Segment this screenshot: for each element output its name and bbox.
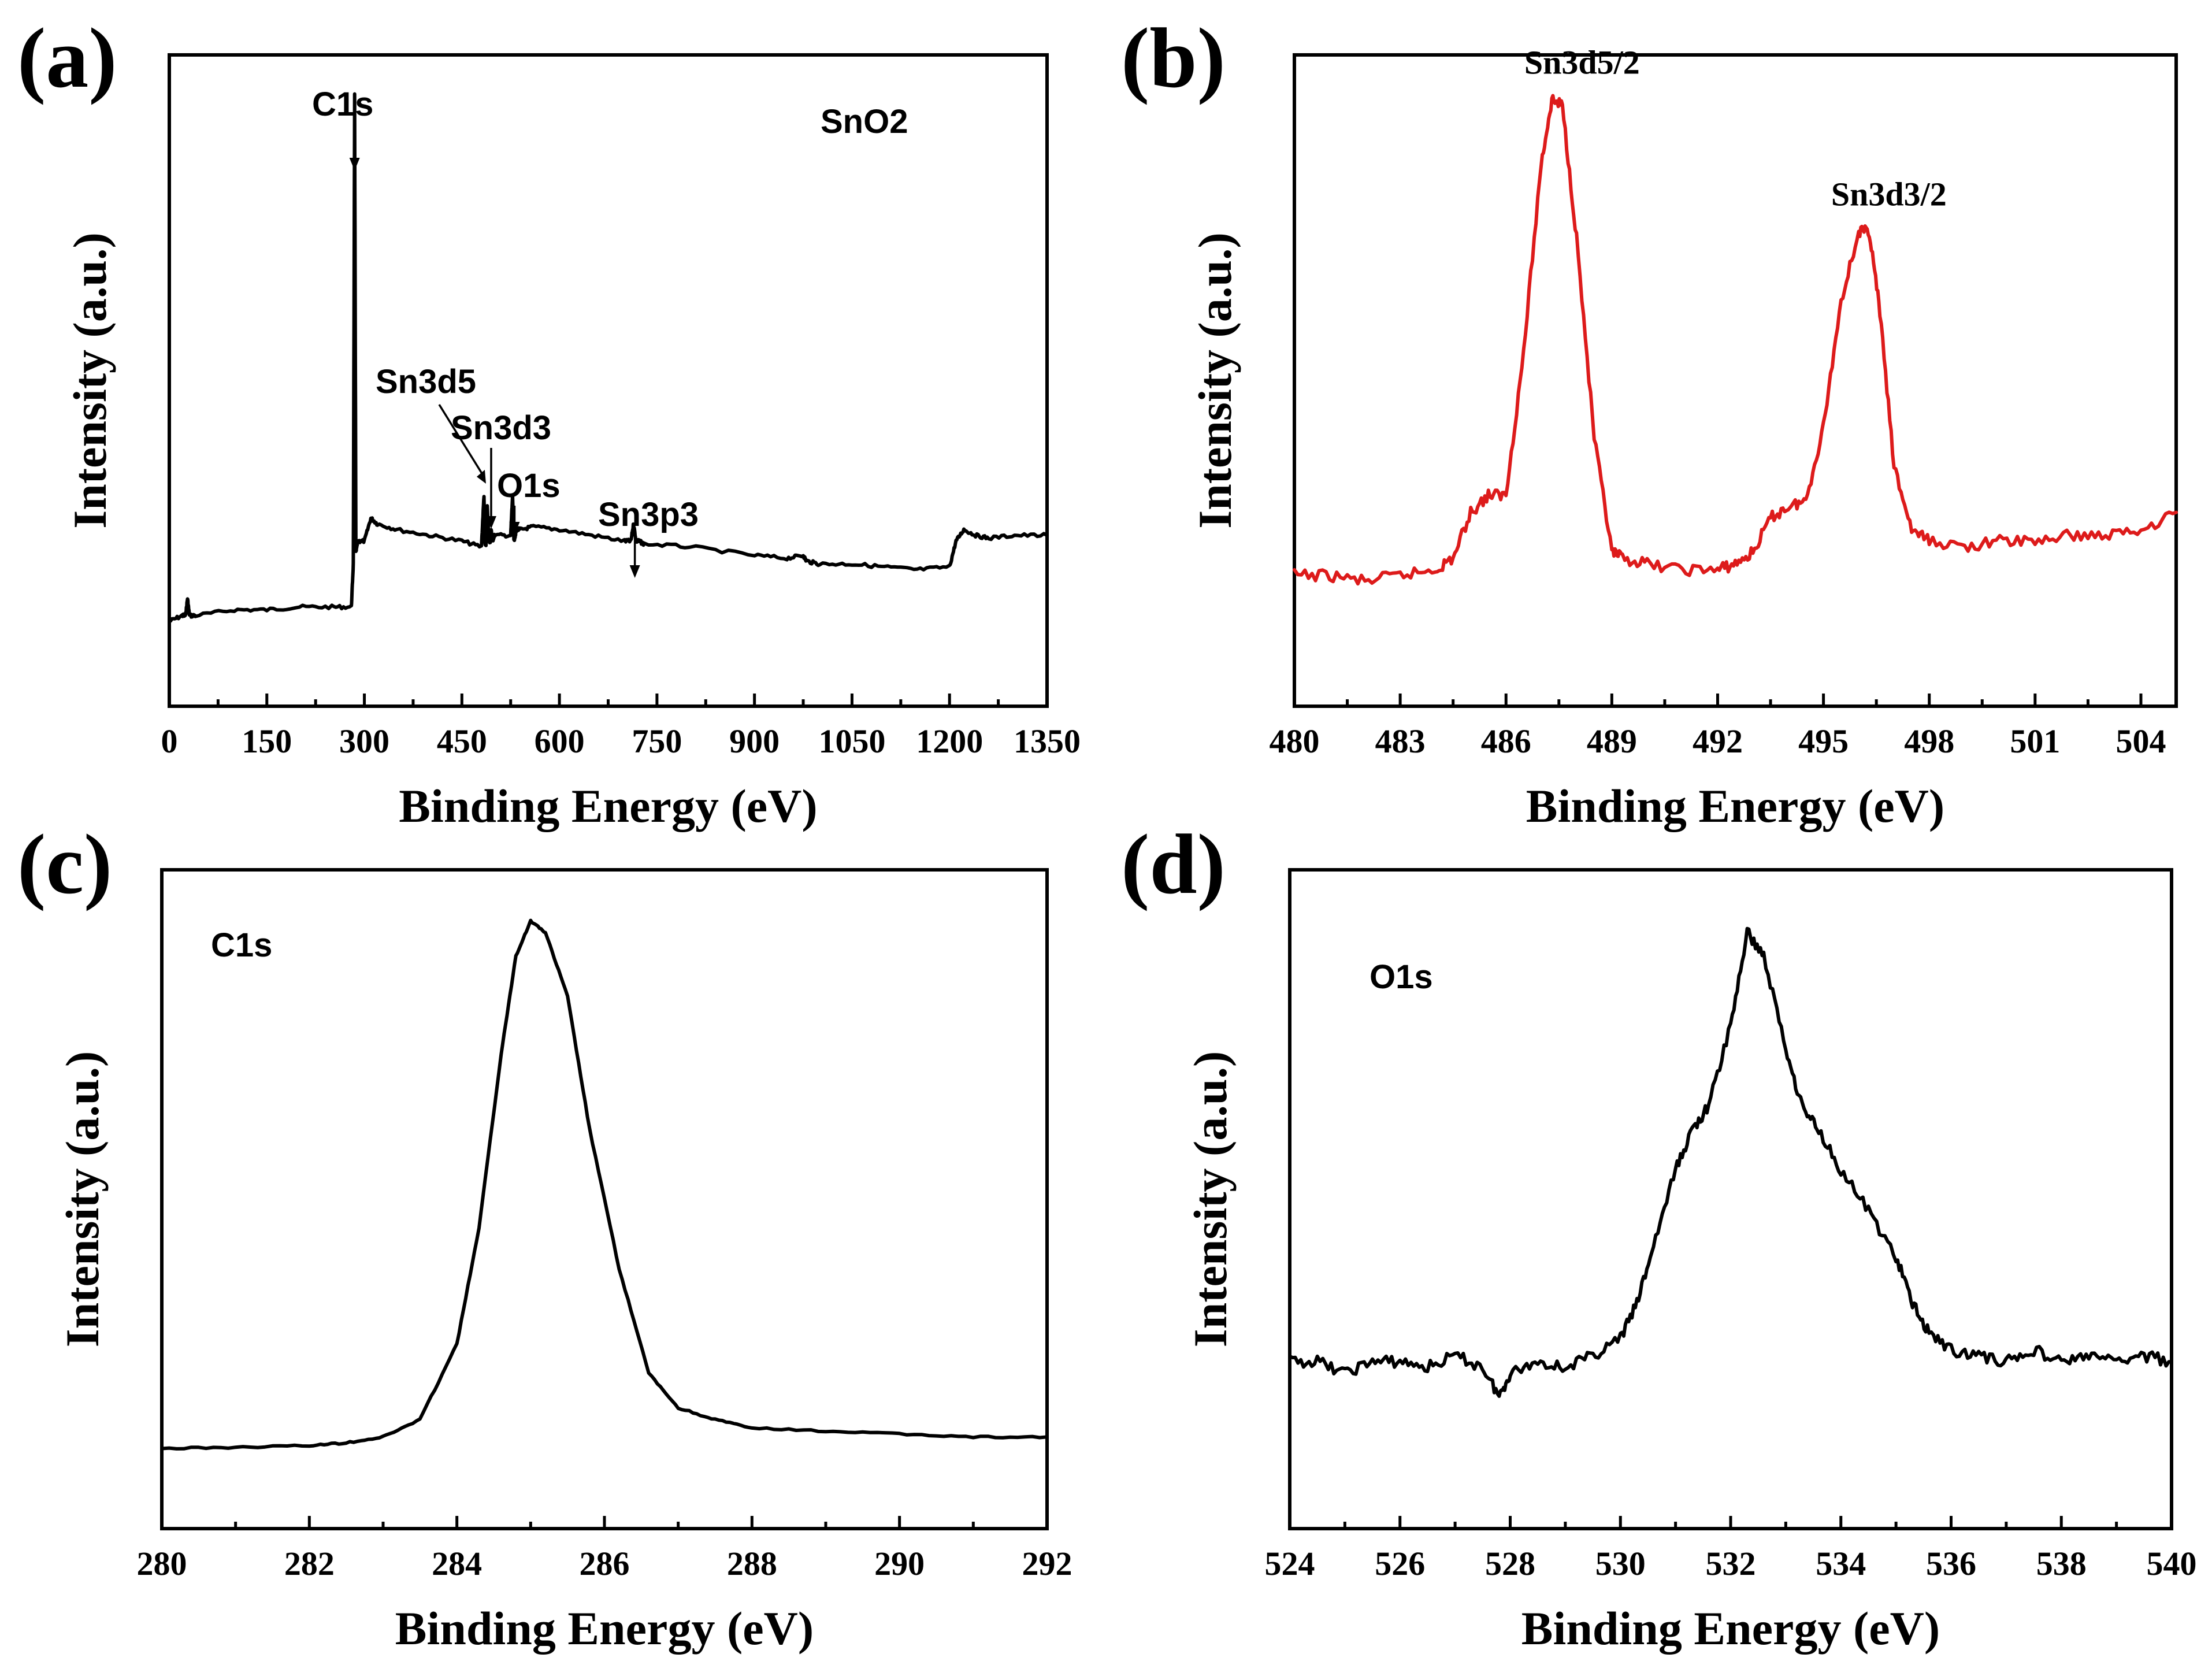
y-axis-title: Intensity (a.u.) xyxy=(1184,1051,1237,1348)
x-tick-label: 486 xyxy=(1481,722,1531,760)
x-tick-label: 495 xyxy=(1798,722,1849,760)
series-line xyxy=(160,918,1049,1451)
x-tick-label: 284 xyxy=(432,1545,482,1582)
x-tick-label: 498 xyxy=(1904,722,1954,760)
sample-label: O1s xyxy=(1369,958,1433,996)
peak-arrow-head xyxy=(509,522,520,535)
peak-label: Sn3d5 xyxy=(376,363,476,401)
peak-arrow-head xyxy=(485,516,496,529)
x-tick-label: 1050 xyxy=(818,722,885,760)
panel-label: (b) xyxy=(1121,11,1226,106)
x-tick-label: 750 xyxy=(632,722,682,760)
peak-label: Sn3d3/2 xyxy=(1831,176,1947,213)
x-tick-label: 600 xyxy=(535,722,585,760)
peak-label: Sn3d5/2 xyxy=(1524,44,1640,81)
x-tick-label: 489 xyxy=(1587,722,1637,760)
peak-arrow-head xyxy=(476,469,486,484)
x-tick-label: 536 xyxy=(1926,1545,1976,1582)
x-tick-label: 530 xyxy=(1595,1545,1646,1582)
x-tick-label: 532 xyxy=(1706,1545,1756,1582)
plot-frame xyxy=(168,53,1049,708)
sample-label: C1s xyxy=(211,926,272,964)
y-axis-title: Intensity (a.u.) xyxy=(1189,232,1241,529)
peak-label: Sn3d3 xyxy=(451,409,551,447)
x-tick-label: 900 xyxy=(729,722,780,760)
x-axis-title: Binding Energy (eV) xyxy=(1521,1602,1940,1655)
x-tick-label: 282 xyxy=(284,1545,335,1582)
x-axis-title: Binding Energy (eV) xyxy=(1526,780,1944,832)
x-tick-label: 528 xyxy=(1485,1545,1535,1582)
chart-panel-c: 280 282 284 286 288 290 292 Binding Energy (eV)… xyxy=(17,817,1072,1655)
x-tick-label: 292 xyxy=(1022,1545,1072,1582)
x-tick-label: 150 xyxy=(242,722,292,760)
x-tick-label: 534 xyxy=(1816,1545,1866,1582)
x-tick-label: 300 xyxy=(339,722,389,760)
x-tick-label: 501 xyxy=(2010,722,2060,760)
x-tick-label: 526 xyxy=(1375,1545,1425,1582)
x-tick-label: 288 xyxy=(727,1545,777,1582)
x-tick-label: 538 xyxy=(2036,1545,2087,1582)
x-tick-label: 492 xyxy=(1693,722,1743,760)
x-tick-label: 450 xyxy=(437,722,487,760)
y-axis-title: Intensity (a.u.) xyxy=(64,232,116,529)
peak-label: C1s xyxy=(312,86,373,123)
x-tick-label: 504 xyxy=(2115,722,2166,760)
series-line xyxy=(1288,926,2173,1398)
panel-label: (a) xyxy=(17,11,117,106)
x-tick-label: 286 xyxy=(580,1545,630,1582)
chart-panel-b: 480 483 486 489 492 495 498 501 504 Binding Energ… xyxy=(1121,11,2178,832)
sample-label: SnO2 xyxy=(821,103,908,140)
x-tick-label: 280 xyxy=(137,1545,187,1582)
peak-label: Sn3p3 xyxy=(598,496,699,533)
peak-arrow-head xyxy=(349,158,360,170)
x-tick-label: 1200 xyxy=(916,722,983,760)
x-tick-label: 540 xyxy=(2147,1545,2197,1582)
x-tick-label: 524 xyxy=(1265,1545,1315,1582)
x-tick-label: 0 xyxy=(161,722,178,760)
chart-panel-d: 524 526 528 530 532 534 536 538 540 Binding Energ… xyxy=(1121,817,2197,1655)
peak-arrow-head xyxy=(629,565,640,578)
plot-frame xyxy=(1293,53,2178,708)
x-tick-label: 1350 xyxy=(1014,722,1081,760)
peak-arrow xyxy=(438,404,484,475)
series-line xyxy=(1293,94,2178,586)
peak-label: O1s xyxy=(497,467,561,505)
panel-label: (c) xyxy=(17,817,112,912)
chart-panel-a: 0 150 300 450 600 750 900 1050 1200 1350 Binding E… xyxy=(17,11,1081,832)
x-tick-label: 483 xyxy=(1375,722,1426,760)
series-line xyxy=(168,92,1049,623)
x-axis-title: Binding Energy (eV) xyxy=(395,1602,814,1655)
x-tick-label: 480 xyxy=(1270,722,1320,760)
y-axis-title: Intensity (a.u.) xyxy=(56,1051,109,1348)
panel-label: (d) xyxy=(1121,817,1226,912)
x-tick-label: 290 xyxy=(874,1545,925,1582)
x-axis-title: Binding Energy (eV) xyxy=(399,780,817,832)
